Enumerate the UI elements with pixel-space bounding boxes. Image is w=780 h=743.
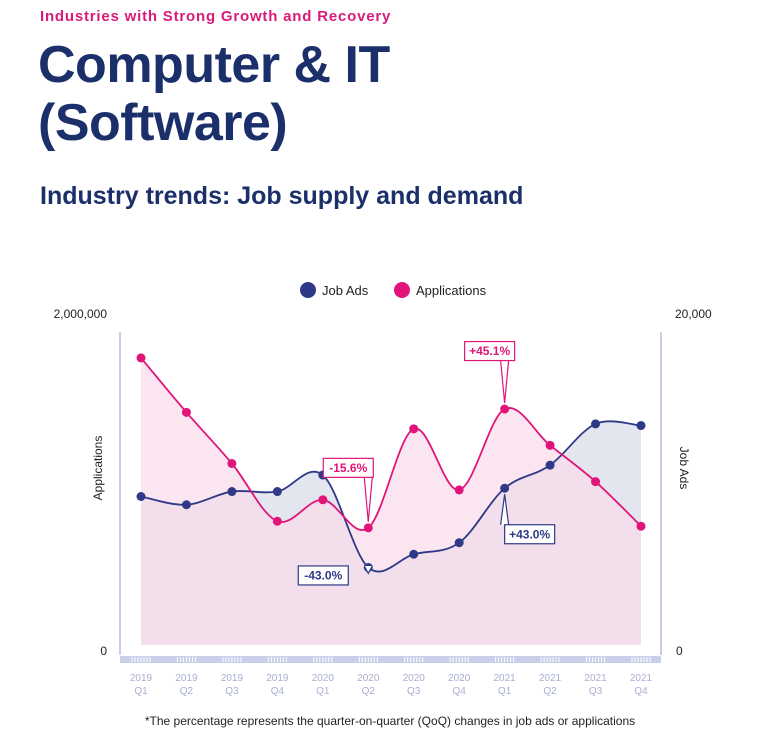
annotation-pointer-3 [500, 494, 510, 525]
annotation-label-3: +43.0% [509, 527, 550, 541]
x-tick-year-1: 2019 [130, 673, 153, 684]
annotation-pointer-2 [363, 477, 373, 522]
x-tick-year-12: 2021 [630, 673, 653, 684]
right-axis-min-label: 0 [676, 644, 683, 658]
right-axis-max-label: 20,000 [675, 307, 712, 321]
x-tick-quarter-5: Q1 [316, 686, 330, 697]
x-tick-quarter-4: Q4 [271, 686, 285, 697]
applications-point-6 [363, 523, 373, 533]
annotation-box-4 [464, 340, 516, 362]
applications-point-3 [227, 459, 237, 468]
x-tick-quarter-11: Q3 [589, 686, 603, 697]
x-tick-quarter-7: Q3 [407, 686, 421, 697]
footnote: *The percentage represents the quarter-o… [144, 714, 636, 728]
x-tick-year-3: 2019 [221, 673, 244, 684]
chart-legend: Job Ads Applications [300, 282, 487, 298]
x-tick-year-8: 2020 [448, 673, 471, 684]
job-ads-point-8 [454, 538, 464, 548]
annotation-pointer-1 [363, 565, 373, 575]
left-axis-max-label: 2,000,000 [54, 307, 108, 321]
page-title: Computer & IT (Software) [38, 36, 390, 152]
job-ads-point-9 [500, 483, 510, 493]
annotation-box-3 [504, 524, 556, 545]
legend-label-job-ads: Job Ads [322, 283, 369, 298]
applications-point-8 [454, 485, 464, 495]
applications-area [141, 357, 641, 645]
x-tick-quarter-2: Q2 [180, 686, 194, 697]
applications-point-5 [318, 495, 328, 505]
x-tick-year-6: 2020 [357, 673, 380, 684]
annotation-label-4: +45.1% [469, 344, 510, 358]
legend-marker-job-ads [300, 282, 316, 298]
x-tick-year-9: 2021 [494, 673, 517, 684]
x-tick-quarter-3: Q3 [225, 686, 239, 697]
job-ads-point-12 [636, 421, 646, 431]
x-tick-year-5: 2020 [312, 673, 335, 684]
annotation-label-1: -43.0% [304, 568, 342, 582]
annotation-pointer-4 [500, 360, 510, 404]
annotation-box-2 [322, 457, 374, 478]
title-line-1: Computer & IT [38, 36, 390, 94]
x-tick-year-10: 2021 [539, 673, 562, 684]
job-ads-point-1 [136, 492, 146, 501]
applications-point-7 [409, 424, 419, 434]
right-axis-title: Job Ads [677, 447, 691, 490]
x-axis-bar [120, 656, 661, 663]
x-tick-quarter-12: Q4 [634, 686, 648, 697]
title-line-2: (Software) [38, 94, 288, 152]
left-axis-min-label: 0 [100, 644, 107, 658]
x-tick-quarter-6: Q2 [362, 686, 376, 697]
applications-point-1 [136, 353, 146, 363]
applications-point-4 [272, 516, 282, 526]
left-axis-title: Applications [91, 436, 105, 501]
x-tick-quarter-9: Q1 [498, 686, 512, 697]
applications-point-9 [500, 404, 510, 414]
job-ads-point-7 [409, 549, 419, 559]
x-tick-quarter-8: Q4 [453, 686, 467, 697]
job-ads-point-10 [545, 460, 555, 470]
job-ads-point-2 [181, 500, 191, 510]
x-tick-year-7: 2020 [403, 673, 426, 684]
applications-point-10 [545, 440, 555, 450]
applications-point-12 [636, 521, 646, 531]
annotation-box-1 [297, 565, 349, 586]
x-tick-quarter-10: Q2 [543, 686, 557, 697]
chart-subtitle: Industry trends: Job supply and demand [40, 182, 524, 210]
applications-point-11 [591, 477, 601, 487]
job-ads-point-3 [227, 487, 237, 497]
x-tick-quarter-1: Q1 [134, 686, 148, 697]
x-tick-year-4: 2019 [266, 673, 289, 684]
applications-point-2 [181, 407, 191, 417]
legend-label-applications: Applications [416, 283, 487, 298]
annotation-label-2: -15.6% [329, 461, 367, 475]
job-ads-point-4 [272, 487, 282, 497]
eyebrow-label: Industries with Strong Growth and Recove… [40, 8, 392, 25]
x-tick-year-11: 2021 [584, 673, 607, 684]
job-ads-point-11 [591, 419, 601, 429]
legend-marker-applications [394, 282, 410, 298]
x-tick-year-2: 2019 [175, 673, 198, 684]
